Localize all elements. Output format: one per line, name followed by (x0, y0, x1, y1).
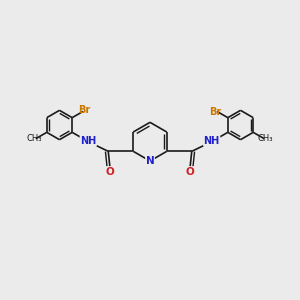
Text: Br: Br (78, 105, 91, 115)
Text: CH₃: CH₃ (258, 134, 273, 143)
Text: O: O (106, 167, 114, 177)
Text: N: N (146, 156, 154, 166)
Text: CH₃: CH₃ (27, 134, 42, 143)
Text: Br: Br (209, 107, 222, 117)
Text: NH: NH (204, 136, 220, 146)
Text: NH: NH (80, 136, 96, 146)
Text: O: O (186, 167, 194, 177)
